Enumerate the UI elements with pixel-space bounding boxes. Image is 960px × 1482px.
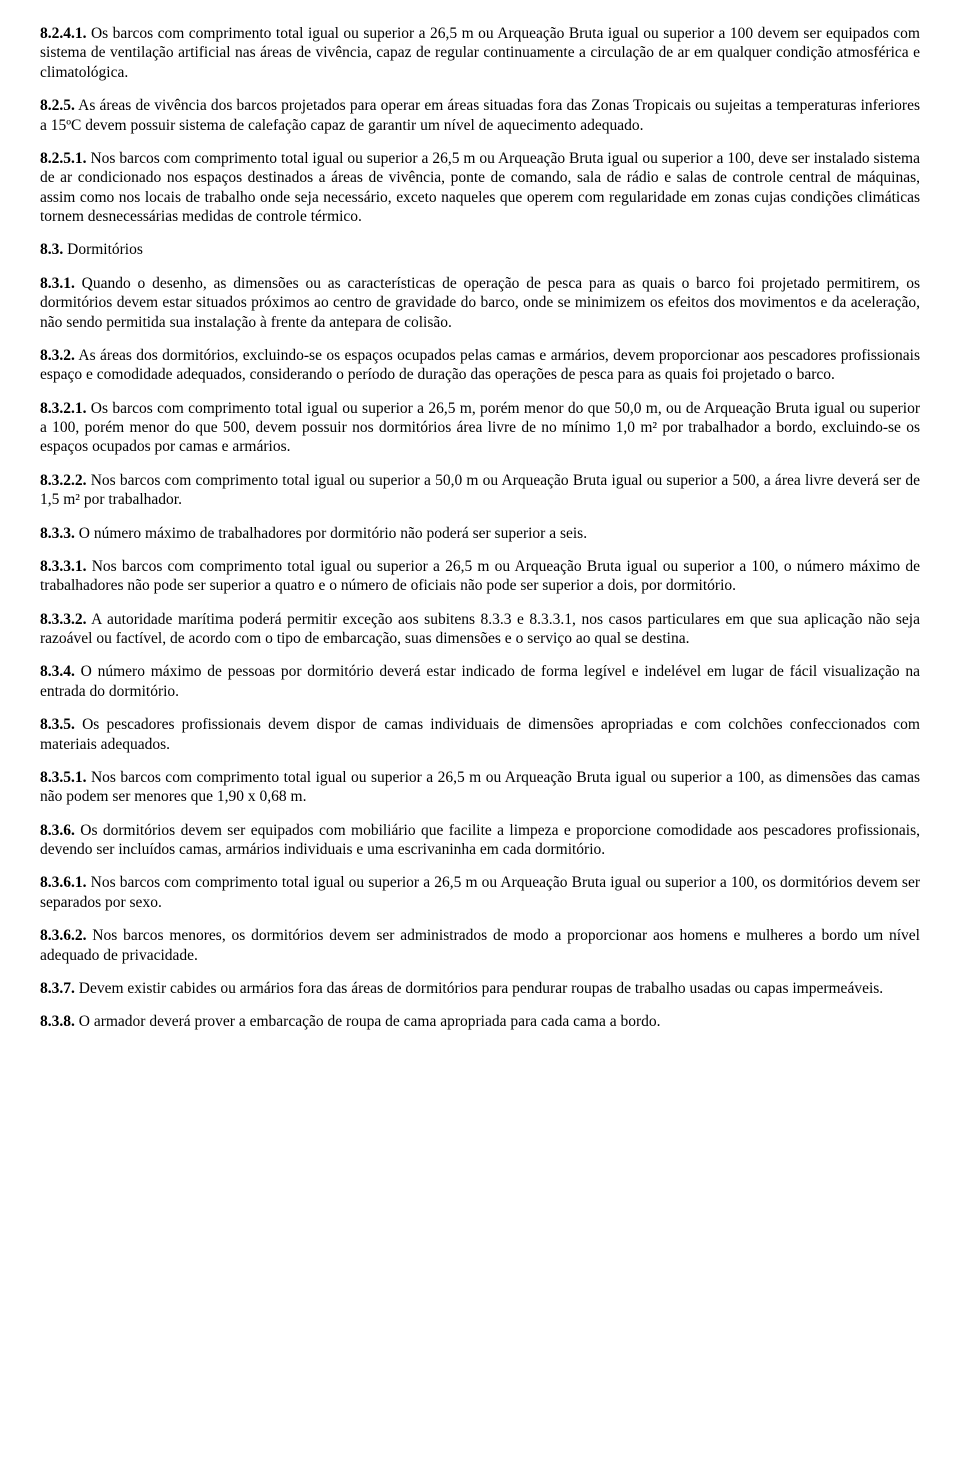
paragraph: 8.3.5. Os pescadores profissionais devem… (40, 715, 920, 754)
clause-text: Quando o desenho, as dimensões ou as car… (40, 275, 920, 331)
clause-number: 8.3.2.1. (40, 400, 87, 417)
paragraph: 8.3.2. As áreas dos dormitórios, excluin… (40, 346, 920, 385)
clause-number: 8.3.6.2. (40, 927, 87, 944)
clause-text: Nos barcos com comprimento total igual o… (40, 558, 920, 594)
clause-text: O armador deverá prover a embarcação de … (75, 1013, 661, 1030)
clause-text: Nos barcos com comprimento total igual o… (40, 874, 920, 910)
clause-number: 8.3.4. (40, 663, 75, 680)
paragraph: 8.3.4. O número máximo de pessoas por do… (40, 662, 920, 701)
clause-text: Os pescadores profissionais devem dispor… (40, 716, 920, 752)
paragraph: 8.2.5.1. Nos barcos com comprimento tota… (40, 149, 920, 227)
clause-number: 8.3.3.2. (40, 611, 87, 628)
clause-number: 8.2.5. (40, 97, 75, 114)
clause-number: 8.3.1. (40, 275, 75, 292)
clause-number: 8.2.5.1. (40, 150, 87, 167)
clause-number: 8.3.5. (40, 716, 75, 733)
clause-text: Nos barcos com comprimento total igual o… (40, 150, 920, 225)
clause-text: As áreas de vivência dos barcos projetad… (40, 97, 920, 133)
clause-text: A autoridade marítima poderá permitir ex… (40, 611, 920, 647)
paragraph: 8.3.6. Os dormitórios devem ser equipado… (40, 821, 920, 860)
paragraph: 8.3.2.1. Os barcos com comprimento total… (40, 399, 920, 457)
clause-number: 8.2.4.1. (40, 25, 87, 42)
clause-number: 8.3.7. (40, 980, 75, 997)
clause-text: Dormitórios (63, 241, 143, 258)
clause-text: Nos barcos com comprimento total igual o… (40, 472, 920, 508)
paragraph: 8.2.4.1. Os barcos com comprimento total… (40, 24, 920, 82)
clause-number: 8.3.3. (40, 525, 75, 542)
paragraph: 8.3.6.2. Nos barcos menores, os dormitór… (40, 926, 920, 965)
clause-text: Os barcos com comprimento total igual ou… (40, 400, 920, 456)
paragraph: 8.3. Dormitórios (40, 240, 920, 259)
clause-number: 8.3.8. (40, 1013, 75, 1030)
clause-number: 8.3.6.1. (40, 874, 87, 891)
paragraph: 8.3.3.2. A autoridade marítima poderá pe… (40, 610, 920, 649)
clause-text: Devem existir cabides ou armários fora d… (75, 980, 883, 997)
clause-text: As áreas dos dormitórios, excluindo-se o… (40, 347, 920, 383)
clause-number: 8.3.3.1. (40, 558, 87, 575)
paragraph: 8.3.3.1. Nos barcos com comprimento tota… (40, 557, 920, 596)
paragraph: 8.3.8. O armador deverá prover a embarca… (40, 1012, 920, 1031)
clause-number: 8.3.6. (40, 822, 75, 839)
paragraph: 8.3.1. Quando o desenho, as dimensões ou… (40, 274, 920, 332)
document-body: 8.2.4.1. Os barcos com comprimento total… (40, 24, 920, 1032)
clause-text: Os barcos com comprimento total igual ou… (40, 25, 920, 81)
paragraph: 8.2.5. As áreas de vivência dos barcos p… (40, 96, 920, 135)
clause-text: Nos barcos menores, os dormitórios devem… (40, 927, 920, 963)
clause-text: O número máximo de pessoas por dormitóri… (40, 663, 920, 699)
clause-number: 8.3.2.2. (40, 472, 87, 489)
paragraph: 8.3.2.2. Nos barcos com comprimento tota… (40, 471, 920, 510)
clause-number: 8.3. (40, 241, 63, 258)
paragraph: 8.3.6.1. Nos barcos com comprimento tota… (40, 873, 920, 912)
clause-text: Os dormitórios devem ser equipados com m… (40, 822, 920, 858)
clause-text: Nos barcos com comprimento total igual o… (40, 769, 920, 805)
paragraph: 8.3.3. O número máximo de trabalhadores … (40, 524, 920, 543)
clause-number: 8.3.2. (40, 347, 75, 364)
paragraph: 8.3.5.1. Nos barcos com comprimento tota… (40, 768, 920, 807)
clause-text: O número máximo de trabalhadores por dor… (75, 525, 587, 542)
paragraph: 8.3.7. Devem existir cabides ou armários… (40, 979, 920, 998)
clause-number: 8.3.5.1. (40, 769, 87, 786)
